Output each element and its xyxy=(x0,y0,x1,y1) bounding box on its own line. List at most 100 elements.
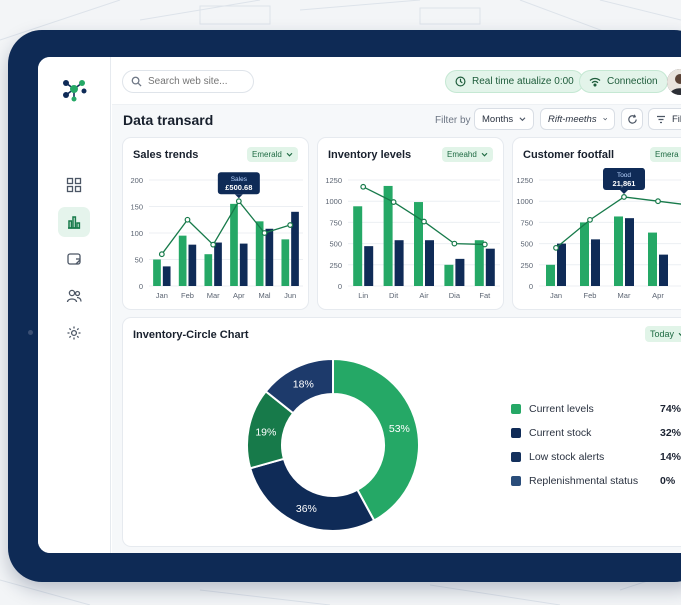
sales-tag-label: Emerald xyxy=(252,150,282,159)
sidebar xyxy=(38,57,111,553)
chevron-down-icon xyxy=(602,117,607,121)
nav-wallet[interactable] xyxy=(58,244,90,274)
wifi-icon xyxy=(589,77,601,87)
bar-series-1 xyxy=(281,239,290,286)
filter-range-value: Rift-meeths xyxy=(548,113,597,125)
footfall-tag-dropdown[interactable]: Emera xyxy=(650,147,681,162)
chevron-down-icon xyxy=(286,152,293,157)
connection-label: Connection xyxy=(607,76,658,87)
filter-button[interactable]: Filt xyxy=(648,108,681,130)
trend-line xyxy=(161,200,291,255)
y-tick-label: 0 xyxy=(139,282,143,291)
nav-users[interactable] xyxy=(58,281,90,311)
filter-months-select[interactable]: Months xyxy=(474,108,534,130)
bar-series-2 xyxy=(162,266,171,286)
inventory-tag-dropdown[interactable]: Emeahd xyxy=(442,147,493,162)
legend-value: 32% xyxy=(660,427,681,439)
today-dropdown[interactable]: Today xyxy=(645,326,681,342)
x-tick-label: Lin xyxy=(358,291,368,300)
x-tick-label: Mar xyxy=(618,291,631,300)
x-tick-label: Apr xyxy=(233,291,245,300)
bar-series-2 xyxy=(425,240,434,286)
search-box[interactable] xyxy=(122,70,254,93)
app-logo-icon xyxy=(63,80,87,102)
tooltip-value: 21,861 xyxy=(613,179,636,188)
filter-label: Filter by xyxy=(435,115,471,126)
inventory-donut-chart: 53% 36% 19% 18% xyxy=(246,357,420,532)
tooltip-label: Sales xyxy=(231,176,248,183)
legend-item-current-levels: Current levels xyxy=(511,403,594,415)
sales-trends-title: Sales trends xyxy=(133,149,199,161)
realtime-label: Real time atualize 0:00 xyxy=(472,76,574,87)
tooltip-arrow xyxy=(234,194,243,199)
y-tick-label: 100 xyxy=(130,229,143,238)
tooltip-box xyxy=(217,172,260,195)
y-tick-label: 50 xyxy=(135,256,143,265)
legend-label: Current stock xyxy=(529,427,592,439)
legend-item-replenishment: Replenishmental status xyxy=(511,475,638,487)
bar-series-2 xyxy=(557,243,566,286)
y-tick-label: 150 xyxy=(130,203,143,212)
page-title: Data transard xyxy=(123,112,214,128)
customer-footfall-card: Customer footfall Emera 0 250 500 750 1000 12… xyxy=(512,137,681,310)
trend-point xyxy=(184,216,191,223)
main-content: Real time atualize 0:00 Connection Data … xyxy=(112,57,681,553)
customer-footfall-chart: 025050075010001250JanFebMarAprMarTood21,… xyxy=(516,168,681,300)
trend-point xyxy=(210,241,217,248)
trend-line xyxy=(362,186,485,246)
y-tick-label: 250 xyxy=(520,261,533,270)
clock-icon xyxy=(455,76,466,87)
legend-item-current-stock: Current stock xyxy=(511,427,591,439)
inventory-levels-chart: 0 250 500 750 1000 1250 Lin Dit Air Dia Fat xyxy=(325,176,500,300)
trend-point xyxy=(158,251,165,258)
legend-value: 0% xyxy=(660,475,676,487)
refresh-button[interactable] xyxy=(621,108,643,130)
wallet-icon xyxy=(67,253,81,265)
legend-label: Current levels xyxy=(529,403,594,415)
bar-series-1 xyxy=(546,264,555,286)
legend-swatch xyxy=(511,404,521,414)
chart-tooltip: Sales£500.68 xyxy=(217,172,260,199)
bar-series-2 xyxy=(591,239,600,286)
x-tick-label: Feb xyxy=(181,291,194,300)
inventory-tag-label: Emeahd xyxy=(447,150,477,159)
bar-series-1 xyxy=(255,221,264,286)
trend-point xyxy=(390,199,397,205)
trend-point xyxy=(655,198,661,205)
legend-item-low-stock: Low stock alerts xyxy=(511,451,604,463)
donut-slice-label: 19% xyxy=(255,426,276,438)
bar-series-1 xyxy=(648,232,657,286)
y-tick-label: 1000 xyxy=(516,197,533,206)
sales-tag-dropdown[interactable]: Emerald xyxy=(247,147,298,162)
bar-series-2 xyxy=(394,240,404,286)
bar-series-2 xyxy=(625,218,634,286)
trend-point xyxy=(360,183,367,190)
nav-analytics[interactable] xyxy=(58,207,90,237)
y-tick-label: 0 xyxy=(529,282,533,291)
filter-range-select[interactable]: Rift-meeths xyxy=(540,108,615,130)
y-tick-label: 500 xyxy=(329,240,342,249)
bar-series-2 xyxy=(291,211,299,286)
donut-slice-label: 18% xyxy=(293,378,314,390)
connection-status[interactable]: Connection xyxy=(579,70,668,93)
nav-dashboard[interactable] xyxy=(58,170,90,200)
bar-series-1 xyxy=(383,185,393,286)
sales-trends-card: Sales trends Emerald 0 50 100 150 200 Jan Feb M… xyxy=(122,137,309,310)
x-tick-label: Mal xyxy=(258,291,270,300)
bar-series-2 xyxy=(239,243,248,286)
nav-settings[interactable] xyxy=(58,318,90,348)
tooltip-box xyxy=(603,168,645,190)
x-tick-label: Jan xyxy=(156,291,168,300)
refresh-icon xyxy=(627,113,637,124)
grid-icon xyxy=(66,177,82,193)
search-input[interactable] xyxy=(148,76,248,87)
bar-series-1 xyxy=(204,254,213,286)
bar-series-2 xyxy=(265,228,274,286)
avatar[interactable] xyxy=(667,69,681,95)
x-tick-label: Fat xyxy=(479,291,491,300)
bar-series-2 xyxy=(188,244,197,286)
y-tick-label: 250 xyxy=(329,261,342,270)
realtime-status[interactable]: Real time atualize 0:00 xyxy=(445,70,584,93)
trend-point xyxy=(621,194,627,200)
